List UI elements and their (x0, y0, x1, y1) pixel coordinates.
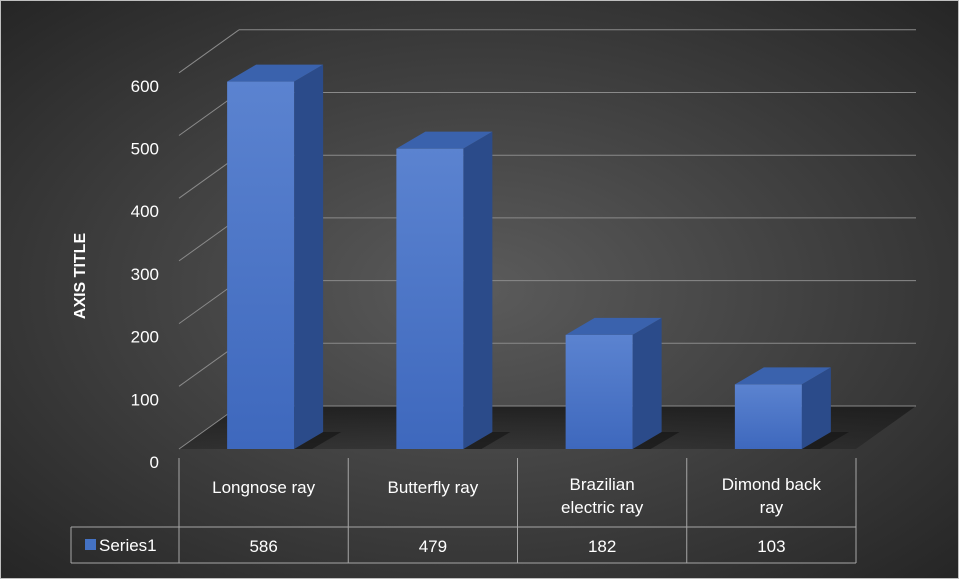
bar-shadow (463, 432, 511, 449)
x-tick-label: Brazilian (570, 475, 635, 494)
bar-front (565, 334, 633, 449)
bar (565, 317, 680, 449)
chart-floor (179, 406, 916, 449)
bar-front (396, 148, 464, 450)
y-tick-label: 0 (150, 453, 159, 472)
y-axis: 0 100 200 300 400 500 600 (131, 77, 159, 472)
x-tick-label: electric ray (561, 498, 644, 517)
bar-top (396, 131, 493, 149)
x-tick-label: Longnose ray (212, 478, 316, 497)
bar-side (801, 367, 831, 449)
gridlines (178, 29, 916, 450)
data-label: 182 (588, 537, 616, 556)
y-tick-label: 400 (131, 202, 159, 221)
y-tick-label: 200 (131, 328, 159, 347)
bar (396, 131, 511, 450)
bars (227, 64, 849, 450)
y-tick-label: 100 (131, 390, 159, 409)
bar-shadow (294, 432, 342, 449)
bar-shadow (801, 432, 849, 449)
y-tick-label: 500 (131, 140, 159, 159)
legend-swatch (85, 539, 96, 550)
bar-top (227, 64, 324, 82)
bar-front (227, 81, 295, 449)
bar-shadow (632, 432, 680, 449)
data-label: 479 (419, 537, 447, 556)
bar-top (565, 317, 662, 335)
gridline-diagonal (178, 29, 240, 74)
data-table: Longnose ray Butterfly ray Brazilian electr… (70, 458, 857, 564)
bar-front (734, 384, 802, 449)
x-tick-label: Dimond back (722, 475, 822, 494)
x-tick-label: ray (760, 498, 784, 517)
x-tick-label: Butterfly ray (388, 478, 479, 497)
y-axis-title: AXIS TITLE (72, 233, 89, 320)
bar (734, 367, 849, 449)
data-label: 586 (249, 537, 277, 556)
bar-side (632, 317, 662, 449)
bar (227, 64, 342, 449)
bar-top (734, 367, 831, 385)
bar-side (463, 131, 493, 450)
y-tick-label: 600 (131, 77, 159, 96)
bar-side (294, 64, 324, 449)
y-tick-label: 300 (131, 265, 159, 284)
legend-label: Series1 (99, 536, 157, 555)
data-label: 103 (757, 537, 785, 556)
